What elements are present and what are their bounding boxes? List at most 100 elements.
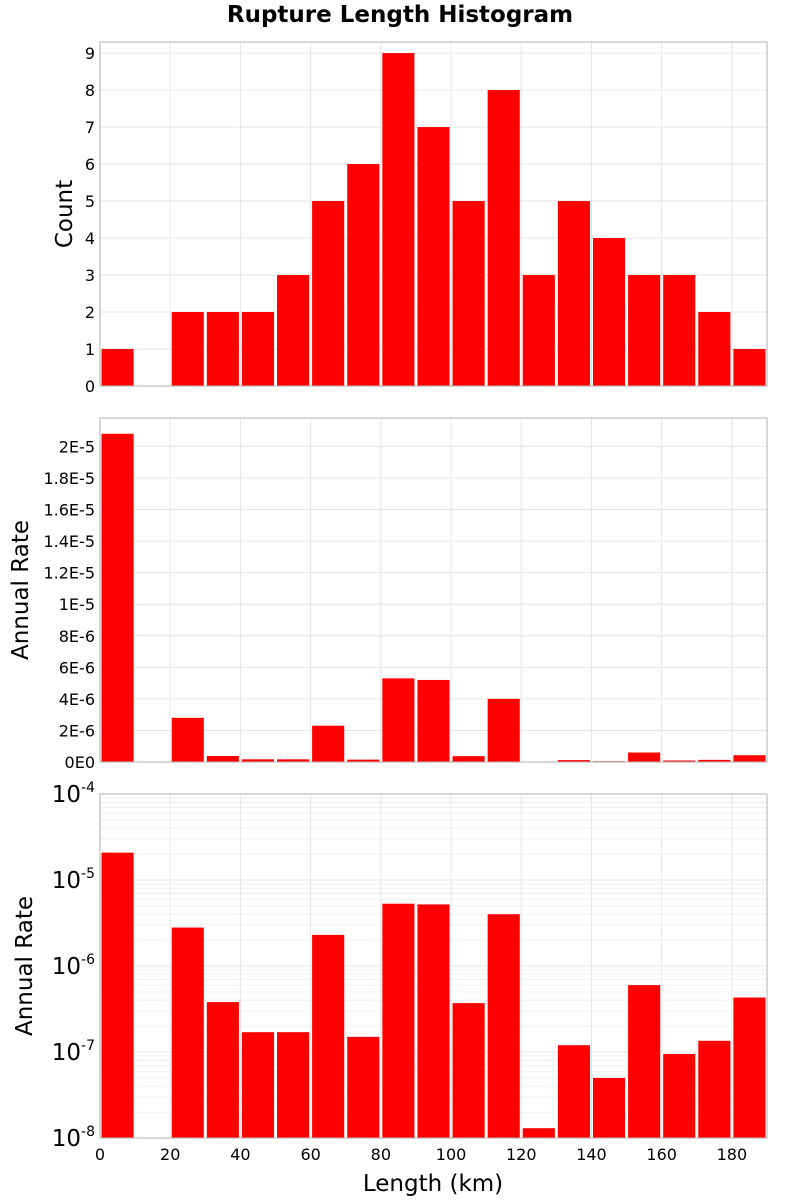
histogram-bar [241, 1032, 275, 1138]
x-tick-label: 0 [95, 1145, 105, 1164]
y-tick-label: 3 [85, 266, 95, 285]
histogram-bar [241, 759, 275, 762]
y-tick-label: 1.8E-5 [43, 469, 95, 488]
histogram-bar [452, 1003, 485, 1138]
histogram-bar [101, 852, 134, 1138]
histogram-bar [557, 201, 590, 386]
histogram-bar [733, 755, 766, 762]
histogram-bar [663, 1053, 696, 1138]
y-axis-label: Annual Rate [12, 896, 38, 1036]
x-axis-label: Length (km) [363, 1171, 503, 1197]
histogram-bar [206, 1002, 239, 1138]
histogram-bar [417, 679, 450, 762]
histogram-bar [452, 756, 485, 762]
y-tick-label: 4 [85, 229, 95, 248]
y-tick-label: 10-7 [52, 1038, 95, 1066]
histogram-bar [382, 53, 415, 387]
histogram-bar [206, 756, 239, 762]
histogram-bar [382, 903, 415, 1138]
histogram-bar [522, 275, 555, 386]
y-tick-base: 10 [52, 1126, 81, 1152]
histogram-bar [417, 904, 450, 1138]
histogram-bar [592, 238, 626, 386]
y-tick-label: 9 [85, 44, 95, 63]
y-tick-label: 7 [85, 118, 95, 137]
histogram-bar [628, 985, 661, 1138]
histogram-bar [557, 1045, 590, 1138]
y-tick-label: 1E-5 [59, 595, 95, 614]
chart-title: Rupture Length Histogram [226, 2, 574, 28]
y-tick-label: 1.6E-5 [43, 501, 95, 520]
x-tick-label: 80 [371, 1145, 391, 1164]
y-tick-base: 10 [52, 954, 81, 980]
histogram-bar [171, 312, 204, 386]
x-tick-label: 160 [646, 1145, 677, 1164]
x-tick-label: 180 [717, 1145, 748, 1164]
y-tick-label: 1 [85, 340, 95, 359]
histogram-bar [312, 201, 345, 386]
y-tick-label: 4E-6 [59, 690, 95, 709]
count-panel: 0 1 2 3 4 5 6 7 8 9 Count [52, 41, 768, 396]
histogram-bar [241, 312, 275, 386]
histogram-bar [663, 275, 696, 386]
histogram-bar [312, 934, 345, 1138]
x-tick-label: 100 [436, 1145, 467, 1164]
histogram-bar [522, 1128, 555, 1138]
histogram-bar [101, 433, 134, 762]
histogram-bar [347, 164, 380, 386]
histogram-bar [452, 201, 485, 386]
histogram-bar [171, 927, 204, 1138]
x-tick-label: 60 [300, 1145, 320, 1164]
histogram-bar [698, 759, 731, 762]
histogram-bar [277, 275, 310, 386]
y-tick-label: 8E-6 [59, 627, 95, 646]
y-tick-label: 10-6 [52, 952, 95, 980]
histogram-bar [206, 312, 239, 386]
y-tick-exponent: -8 [81, 1124, 95, 1140]
y-tick-label: 2E-5 [59, 437, 95, 456]
histogram-bar [628, 275, 661, 386]
y-tick-label: 6E-6 [59, 658, 95, 677]
histogram-bar [417, 127, 450, 387]
y-tick-exponent: -6 [81, 952, 95, 968]
y-tick-label: 1.2E-5 [43, 564, 95, 583]
annual-rate-linear-panel: 0E0 2E-6 4E-6 6E-6 8E-6 1E-5 1.2E-5 1.4E-5 1.6E-… [8, 417, 768, 772]
plot-frame [99, 417, 768, 763]
plot-frame [99, 41, 768, 387]
y-tick-label: 2E-6 [59, 721, 95, 740]
histogram-bar [557, 760, 590, 762]
y-tick-base: 10 [52, 782, 81, 808]
y-axis-label: Annual Rate [8, 520, 34, 660]
y-tick-label: 5 [85, 192, 95, 211]
histogram-bar [663, 760, 696, 762]
histogram-bar [171, 717, 204, 762]
histogram-bar [628, 752, 661, 762]
plot-frame [99, 793, 768, 1139]
histogram-bar [487, 90, 520, 386]
histogram-bar [487, 914, 520, 1138]
y-axis-label: Count [52, 180, 78, 248]
y-tick-label: 8 [85, 81, 95, 100]
y-tick-exponent: -7 [81, 1038, 95, 1054]
y-tick-label: 10-5 [52, 866, 95, 894]
y-tick-label: 10-8 [52, 1124, 95, 1152]
y-tick-label: 6 [85, 155, 95, 174]
histogram-bar [382, 678, 415, 762]
histogram-bar [101, 349, 134, 386]
x-tick-label: 20 [160, 1145, 180, 1164]
histogram-bar [698, 312, 731, 386]
y-tick-label: 10-4 [52, 780, 95, 808]
y-tick-label: 0 [85, 377, 95, 396]
x-tick-label: 140 [576, 1145, 607, 1164]
histogram-bar [277, 759, 310, 762]
y-tick-exponent: -5 [81, 866, 95, 882]
y-tick-label: 2 [85, 303, 95, 322]
histogram-bar [733, 349, 766, 386]
histogram-bar [347, 759, 380, 762]
x-tick-label: 40 [230, 1145, 250, 1164]
histogram-bar [487, 698, 520, 762]
histogram-bar [733, 997, 766, 1138]
histogram-bar [592, 1077, 626, 1138]
